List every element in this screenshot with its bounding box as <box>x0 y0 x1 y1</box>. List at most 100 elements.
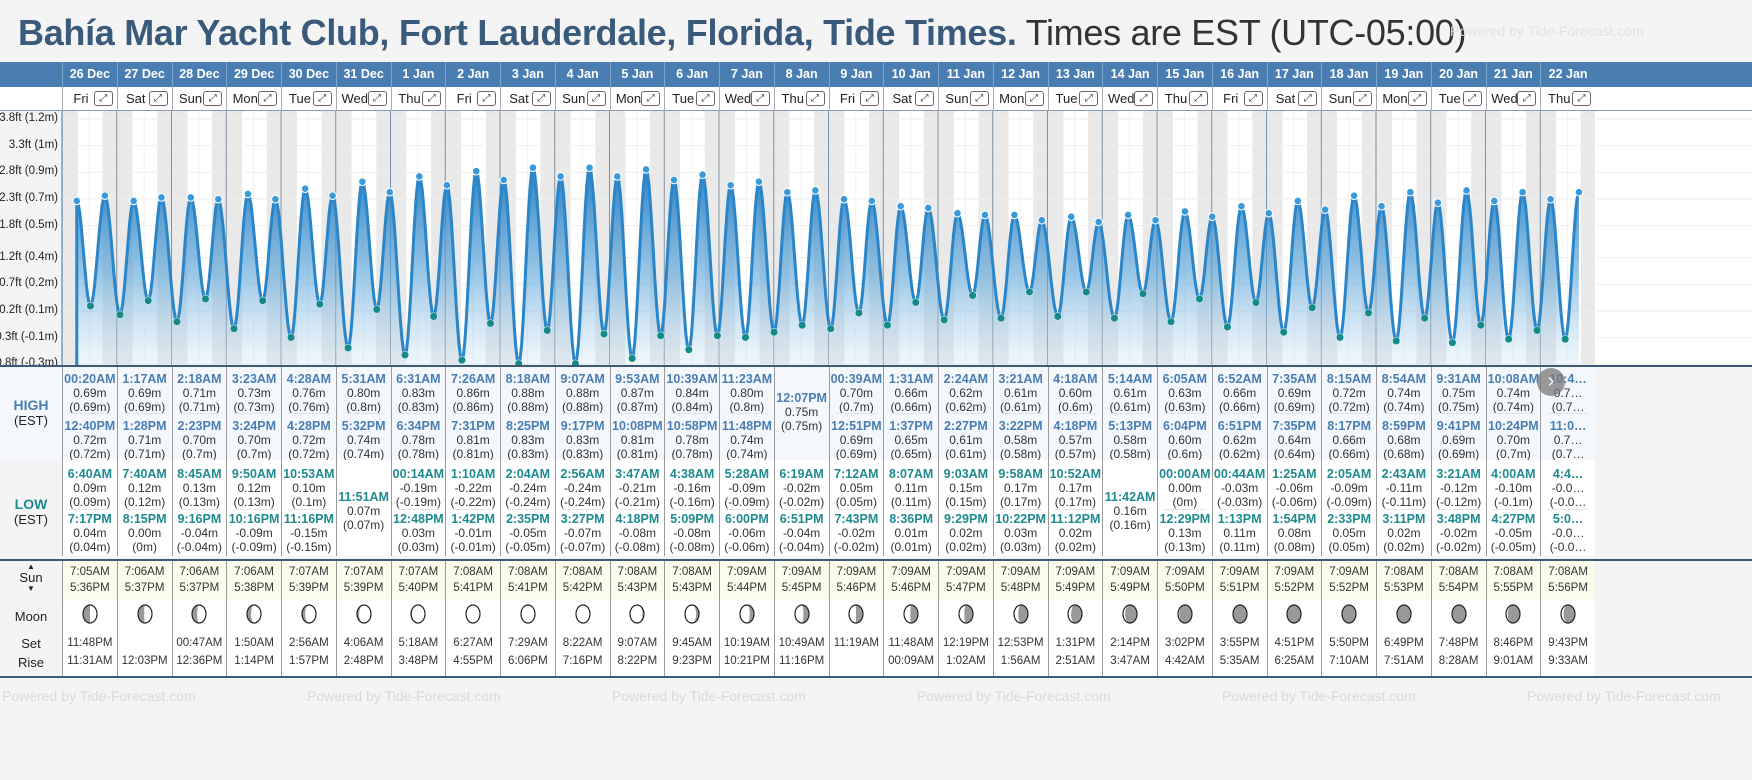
expand-day-icon[interactable]: ⤢ <box>1353 91 1372 106</box>
high-tide-entry: 4:18PM 0.57m (0.57m) <box>1049 413 1103 460</box>
moonset-time: 12:19PM <box>942 637 989 649</box>
high-tide-time: 6:51PM <box>1217 419 1262 433</box>
expand-day-icon[interactable]: ⤢ <box>1024 91 1044 106</box>
date-header-cell: 22 Jan <box>1540 62 1595 87</box>
high-entry-divider <box>342 413 385 414</box>
high-tide-height: 0.75m <box>1441 386 1476 400</box>
low-tide-height-alt: (-0.19m) <box>395 495 442 509</box>
expand-day-icon[interactable]: ⤢ <box>750 91 770 106</box>
high-tide-point <box>1010 210 1019 220</box>
low-tide-cell: 00:14AM -0.19m (-0.19m) 12:48PM 0.03m (0.03m) <box>390 460 446 556</box>
high-tide-point <box>641 165 651 174</box>
high-tide-height-alt: (0.83m) <box>397 400 440 414</box>
moonrise-time: 3:47AM <box>1110 655 1150 667</box>
sun-cell: 7:09AM 5:52PM <box>1266 561 1322 601</box>
high-tide-point <box>1293 196 1303 206</box>
high-tide-height-alt: (0.69m) <box>69 400 111 414</box>
expand-day-icon[interactable]: ⤢ <box>1134 91 1153 106</box>
high-tide-height-alt: (0.78m) <box>397 447 440 460</box>
low-tide-point <box>770 328 779 337</box>
weekday-label: Tue <box>1055 91 1078 106</box>
expand-day-icon[interactable]: ⤢ <box>422 91 442 106</box>
high-tide-point <box>783 187 792 197</box>
low-tide-point <box>656 331 665 340</box>
high-tide-point <box>1349 191 1359 200</box>
high-entry-divider <box>561 413 604 414</box>
high-tide-height: 0.66m <box>1332 433 1366 447</box>
low-tide-height-alt: (-0.02m) <box>833 540 880 554</box>
low-tide-height-alt: (-0.06m) <box>724 540 770 554</box>
expand-day-icon[interactable]: ⤢ <box>258 91 277 106</box>
expand-day-icon[interactable]: ⤢ <box>696 91 715 106</box>
sun-cell: 7:09AM 5:52PM <box>1321 561 1376 601</box>
expand-day-icon[interactable]: ⤢ <box>203 91 223 106</box>
date-header-cell: 11 Jan <box>938 62 993 87</box>
weekday-cell: Thu ⤢ <box>390 87 446 111</box>
low-tide-entry: 1:25AM -0.06m (-0.06m) <box>1268 460 1322 509</box>
weekday-label: Fri <box>456 91 472 106</box>
moon-icon <box>1232 604 1248 624</box>
high-tide-height-alt: (0.74m) <box>1383 400 1425 414</box>
high-tide-point <box>726 180 735 190</box>
high-tide-time: 10:58PM <box>666 419 718 433</box>
weekday-cell: Thu ⤢ <box>1157 87 1212 111</box>
expand-day-icon[interactable]: ⤢ <box>1517 91 1537 106</box>
high-tide-point <box>1237 201 1246 211</box>
low-tide-entry: 11:16PM -0.15m (-0.15m) <box>282 508 336 556</box>
high-tide-entry: 9:07AM 0.88m (0.88m) <box>556 367 610 414</box>
expand-day-icon[interactable]: ⤢ <box>1462 91 1482 106</box>
low-entry-divider <box>616 509 659 510</box>
expand-day-icon[interactable]: ⤢ <box>860 91 880 106</box>
expand-day-icon[interactable]: ⤢ <box>1188 91 1208 106</box>
high-tide-time: 2:18AM <box>177 372 222 386</box>
high-tide-time: 8:15AM <box>1326 372 1372 386</box>
expand-day-icon[interactable]: ⤢ <box>477 91 496 106</box>
high-tide-height: 0.62m <box>949 386 983 400</box>
high-tide-point <box>1037 215 1047 225</box>
low-tide-time: 8:45AM <box>177 467 222 481</box>
expand-day-icon[interactable]: ⤢ <box>1298 91 1318 106</box>
expand-day-icon[interactable]: ⤢ <box>1407 91 1427 106</box>
expand-day-icon[interactable]: ⤢ <box>148 91 168 106</box>
expand-day-icon[interactable]: ⤢ <box>586 91 606 106</box>
low-tide-height: 0.05m <box>839 481 874 495</box>
low-tide-point <box>229 324 239 333</box>
high-tide-entry: 10:39AM 0.84m (0.84m) <box>665 367 719 414</box>
moon-cell: 9:07AM 8:22PM <box>609 601 665 676</box>
expand-day-icon[interactable]: ⤢ <box>915 91 934 106</box>
high-tide-entry: 10:24PM 0.70m (0.7m) <box>1487 413 1541 460</box>
low-tide-cell: 2:05AM -0.09m (-0.09m) 2:33PM 0.05m (0.05m) <box>1321 460 1376 556</box>
low-tide-height: 0.10m <box>292 481 326 495</box>
low-tide-cell: 11:51AM 0.07m (0.07m) <box>335 460 391 556</box>
low-entry-divider <box>780 509 823 510</box>
next-days-chevron-right-icon[interactable]: › <box>1537 368 1565 396</box>
expand-day-icon[interactable]: ⤢ <box>93 91 113 106</box>
expand-day-icon[interactable]: ⤢ <box>531 91 551 106</box>
expand-day-icon[interactable]: ⤢ <box>367 91 387 106</box>
expand-day-icon[interactable]: ⤢ <box>312 91 332 106</box>
y-tick-label: 1.8ft (0.5m) <box>0 218 58 231</box>
high-tide-point <box>698 170 707 179</box>
low-tide-point <box>429 312 438 321</box>
low-tide-height: 0.11m <box>1223 526 1256 540</box>
expand-day-icon[interactable]: ⤢ <box>1572 91 1591 106</box>
expand-day-icon[interactable]: ⤢ <box>969 91 989 106</box>
low-tide-entry: 2:04AM -0.24m (-0.24m) <box>501 460 555 509</box>
expand-day-icon[interactable]: ⤢ <box>1079 91 1099 106</box>
high-tide-entry: 1:17AM 0.69m (0.69m) <box>118 367 172 414</box>
expand-day-icon[interactable]: ⤢ <box>805 91 825 106</box>
expand-day-icon[interactable]: ⤢ <box>1243 91 1263 106</box>
sunrise-time: 7:09AM <box>781 566 822 578</box>
low-tide-time: 2:33PM <box>1327 512 1372 526</box>
high-entry-divider <box>945 413 987 414</box>
sun-cell: 7:08AM 5:55PM <box>1485 561 1541 601</box>
moon-phase-icon <box>1049 604 1103 626</box>
expand-day-icon[interactable]: ⤢ <box>641 91 661 106</box>
low-tide-height: -0.16m <box>673 481 711 495</box>
sunrise-time: 7:08AM <box>453 566 493 578</box>
high-tide-height: 0.78m <box>401 433 436 447</box>
sunrise-time: 7:08AM <box>1438 566 1479 578</box>
sunset-time: 5:40PM <box>398 582 439 594</box>
low-tide-entry: 6:00PM -0.06m (-0.06m) <box>720 508 774 556</box>
high-entry-divider <box>507 413 549 414</box>
